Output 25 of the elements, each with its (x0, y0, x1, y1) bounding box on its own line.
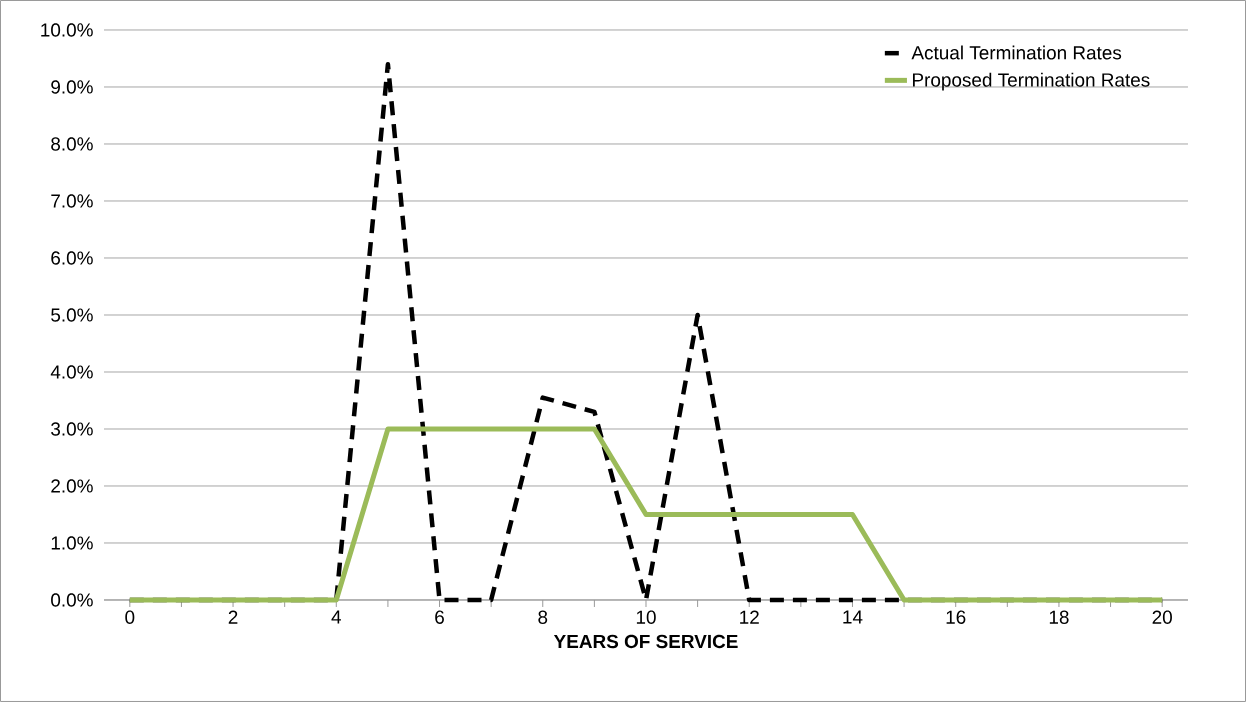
y-tick-label: 5.0% (51, 308, 93, 322)
x-tick-label: 4 (331, 610, 341, 624)
x-tick-label: 16 (946, 610, 966, 624)
y-tick-label: 10.0% (41, 23, 93, 37)
x-tick-label: 18 (1049, 610, 1069, 624)
y-tick-label: 3.0% (51, 422, 93, 436)
x-tick-label: 2 (228, 610, 238, 624)
x-tick-label: 0 (125, 610, 135, 624)
y-tick-label: 2.0% (51, 479, 93, 493)
x-tick-label: 14 (843, 610, 863, 624)
y-tick-label: 0.0% (51, 593, 93, 607)
x-tick-label: 8 (538, 610, 548, 624)
x-tick-label: 20 (1152, 610, 1172, 624)
y-tick-label: 1.0% (51, 536, 93, 550)
y-tick-label: 9.0% (51, 80, 93, 94)
legend-label: Proposed Termination Rates (912, 72, 1150, 91)
y-tick-label: 7.0% (51, 194, 93, 208)
x-tick-label: 6 (435, 610, 444, 624)
x-tick-label: 10 (636, 610, 656, 624)
x-axis-title: YEARS OF SERVICE (553, 634, 738, 649)
y-tick-label: 8.0% (51, 137, 93, 151)
legend-label: Actual Termination Rates (911, 45, 1122, 60)
y-tick-label: 6.0% (51, 251, 93, 265)
y-tick-label: 4.0% (50, 365, 93, 379)
x-tick-label: 12 (740, 610, 759, 624)
